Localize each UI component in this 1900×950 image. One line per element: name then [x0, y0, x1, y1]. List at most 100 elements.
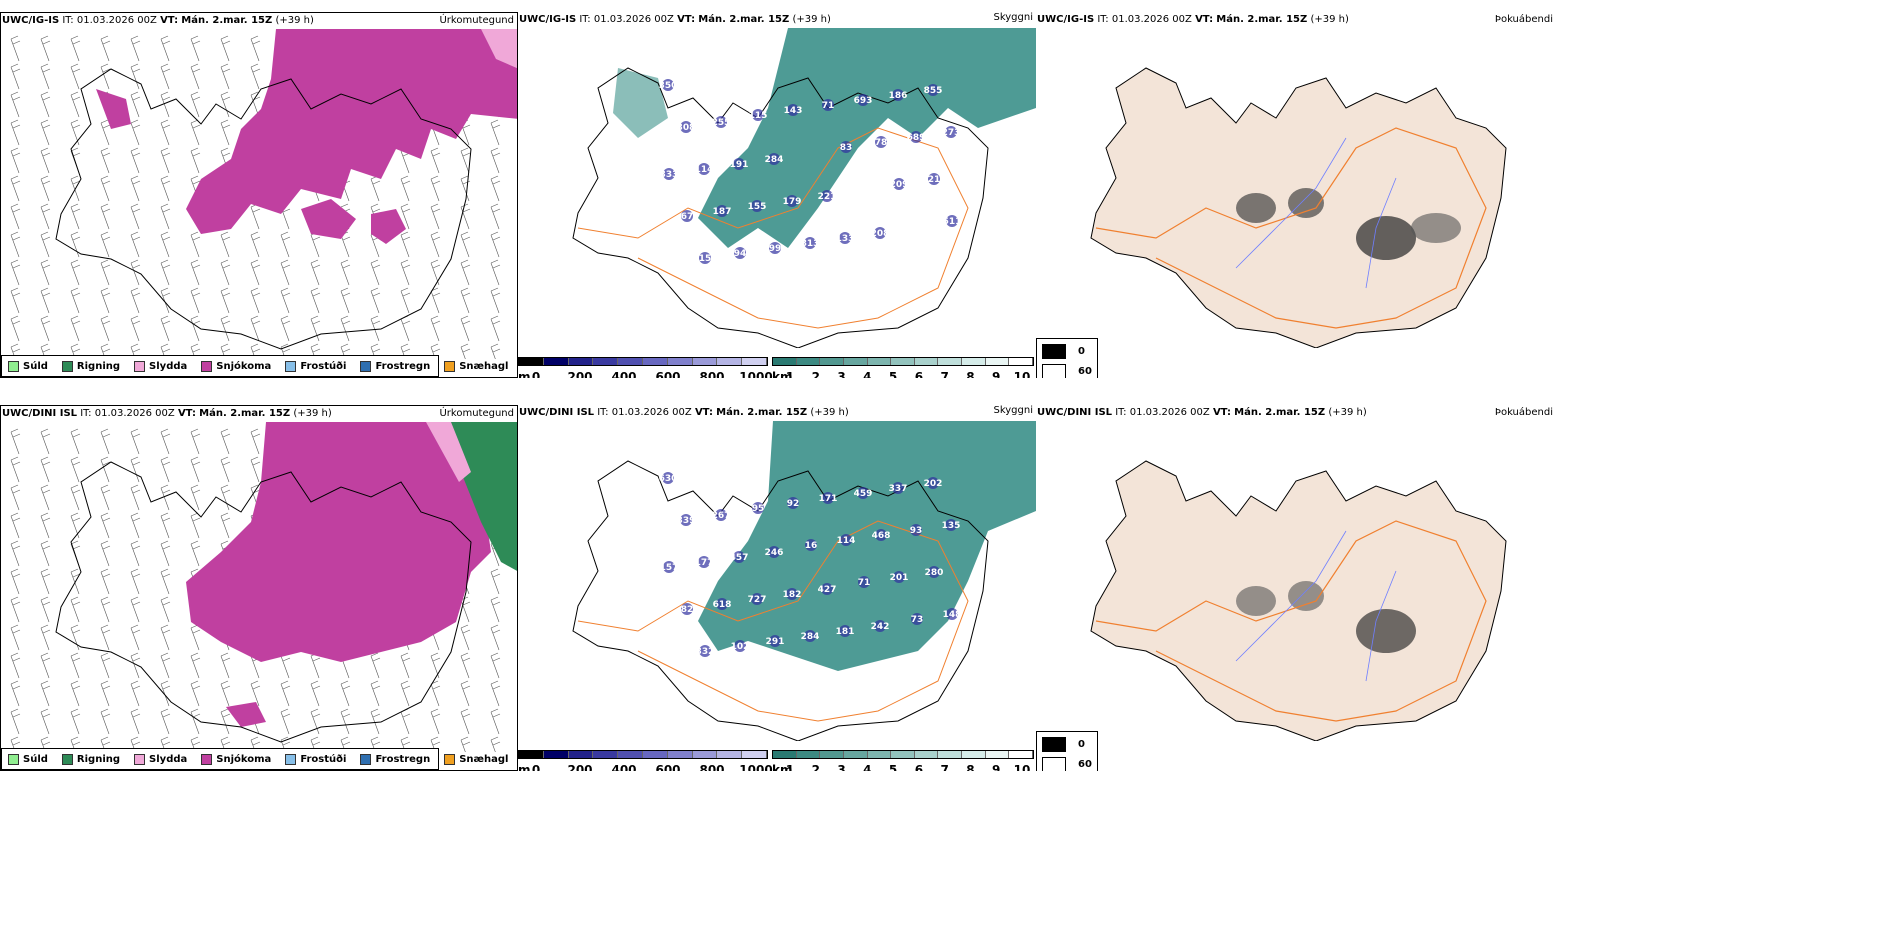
ceiling-label: 333 [660, 170, 679, 180]
colorbar-segment [914, 358, 939, 365]
wind-barb [40, 680, 51, 707]
legend-swatch [61, 753, 73, 765]
ceiling-blob [681, 603, 693, 615]
panel-visibility-ig-is: UWC/IG-IS IT: 01.03.2026 00Z VT: Mán. 2.… [518, 12, 1036, 378]
ceiling-blob [715, 116, 727, 128]
fog-patch [1356, 216, 1416, 260]
wind-barb [460, 259, 471, 286]
ceiling-label: 459 [854, 489, 873, 499]
wind-barb [160, 652, 171, 679]
wind-barb [250, 231, 261, 258]
wind-barb [100, 624, 111, 651]
wind-barb [40, 259, 51, 286]
snow-area [186, 29, 517, 234]
colorbar-segment [867, 751, 892, 758]
wind-barb [40, 63, 51, 90]
sleet-area [481, 29, 517, 69]
wind-barb [190, 484, 201, 511]
wind-barb [340, 315, 351, 342]
wind-barb [250, 35, 261, 62]
legend-swatch [285, 753, 297, 765]
vt-label: VT: [1212, 407, 1231, 418]
wind-barb [130, 540, 141, 567]
fog-legend-row: 60 [1042, 364, 1092, 378]
colorbar-tick-label: 600 [655, 763, 681, 771]
ceiling-blob [821, 583, 833, 595]
ceiling-blob [822, 492, 834, 504]
wind-barb [400, 231, 411, 258]
ceiling-label: 273 [942, 128, 961, 138]
low-visibility-area [698, 421, 1036, 671]
panel-precip-type-ig-is: UWC/IG-IS IT: 01.03.2026 00Z VT: Mán. 2.… [0, 12, 518, 378]
wind-barb [460, 315, 471, 342]
panel-variable: Þokuábendi [1494, 407, 1553, 418]
wind-barb [100, 484, 111, 511]
wind-barb [10, 35, 21, 62]
valid-time: Mán. 2.mar. 15Z [181, 15, 273, 26]
fog-patch [1288, 581, 1324, 611]
ceiling-label: 93 [910, 526, 923, 536]
wind-barb [490, 147, 501, 174]
colorbar-segment [867, 358, 892, 365]
colorbar-segment [1009, 358, 1034, 365]
ceiling-blob [911, 613, 923, 625]
colorbar-tick-label: 1 [785, 370, 795, 378]
colorbar-unit: km [772, 370, 793, 378]
wind-barb [160, 203, 171, 230]
ceiling-label: 284 [765, 155, 784, 165]
colorbar-tick-label: 7 [940, 370, 949, 378]
wind-barb [40, 652, 51, 679]
wind-barb [280, 680, 291, 707]
fog-legend-swatch [1042, 344, 1066, 359]
legend-item: Slydda [134, 360, 187, 372]
wind-barb [490, 231, 501, 258]
legend-label: Frostregn [375, 360, 431, 372]
wind-barb [70, 259, 81, 286]
wind-barb [490, 652, 501, 679]
lead-time: (+39 h) [275, 15, 314, 26]
colorbar-segment [796, 751, 821, 758]
wind-barb [10, 708, 21, 735]
ceiling-blob [769, 242, 781, 254]
colorbar-segment [820, 358, 844, 365]
wind-barb [40, 624, 51, 651]
colorbar-strip [518, 357, 768, 366]
colorbar-segment [1009, 751, 1034, 758]
colorbar-segment [985, 358, 1010, 365]
ceiling-blob [874, 227, 886, 239]
ceiling-blob [822, 99, 834, 111]
wind-barb [490, 287, 501, 314]
wind-barb [160, 568, 171, 595]
wind-barb [70, 315, 81, 342]
ceiling-blob [680, 514, 692, 526]
model-name: UWC/IG-IS [2, 15, 60, 26]
wind-barb [160, 512, 171, 539]
ceiling-blob [839, 625, 851, 637]
ceiling-blob [857, 94, 869, 106]
wind-barb [100, 175, 111, 202]
ceiling-label: 171 [819, 494, 838, 504]
ceiling-blob [805, 539, 817, 551]
snow-area [96, 89, 131, 129]
fog-legend-label: 60 [1078, 366, 1092, 377]
legend-item: Snjókoma [201, 753, 271, 765]
wind-barb [430, 175, 441, 202]
wind-barb [190, 315, 201, 342]
legend-label: Rigning [76, 753, 121, 765]
wind-barb [160, 484, 171, 511]
colorbar-tick-label: 9 [992, 763, 1001, 771]
wind-barb [160, 63, 171, 90]
colorbar-segment [618, 751, 643, 758]
ceiling-label: 82 [681, 605, 694, 615]
ceiling-label: 255 [712, 118, 731, 128]
wind-barb [130, 428, 141, 455]
legend-item: Frostregn [360, 753, 430, 765]
wind-barb [160, 680, 171, 707]
vt-label: VT: [1195, 14, 1214, 25]
colorbar-segment [568, 751, 594, 758]
colorbar-segment [843, 358, 868, 365]
panel-fog-indicator-dini: UWC/DINI ISL IT: 01.03.2026 00Z VT: Mán.… [1036, 405, 1556, 771]
wind-barb [310, 708, 321, 735]
wind-barb [10, 63, 21, 90]
ceiling-blob [893, 571, 905, 583]
